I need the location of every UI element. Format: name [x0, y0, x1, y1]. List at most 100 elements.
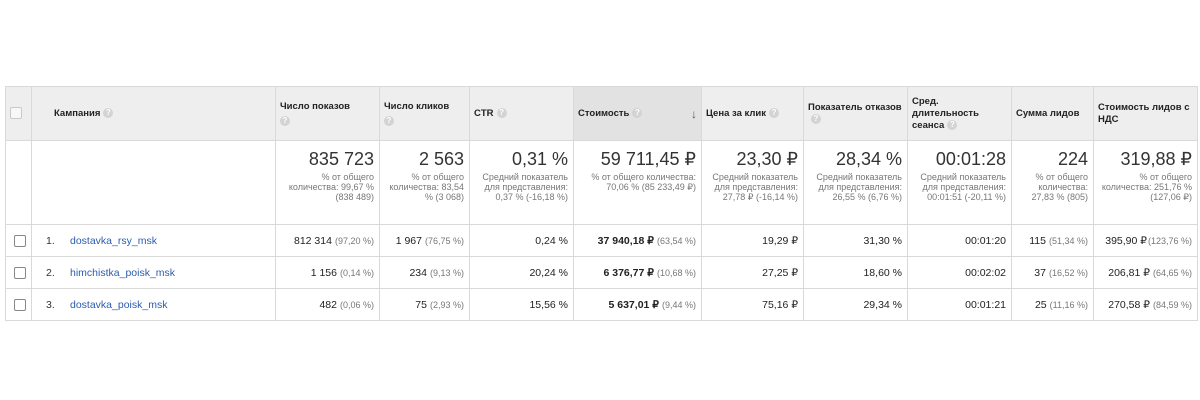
row-select-cell	[5, 288, 32, 321]
row-number: 3.	[46, 298, 55, 311]
row-checkbox[interactable]	[14, 266, 26, 279]
totals-cost: 59 711,45 ₽ % от общего количества: 70,06…	[573, 140, 702, 225]
duration-cell: 00:01:21	[907, 288, 1012, 321]
total-value: 2 563	[418, 149, 464, 169]
cpc-cell: 75,16 ₽	[701, 288, 804, 321]
table-row: 3. dostavka_poisk_msk 482 (0,06 %) 75 (2,93…	[5, 288, 1198, 321]
column-label: Стоимость	[578, 107, 630, 119]
column-header-duration[interactable]: Сред. длительность сеанса?	[907, 86, 1012, 141]
help-icon[interactable]: ?	[280, 116, 290, 126]
cpc-cell: 27,25 ₽	[701, 256, 804, 289]
cell-percent: (84,59 %)	[1152, 299, 1192, 310]
cell-percent: (64,65 %)	[1152, 267, 1192, 278]
campaign-report-table: Кампания? Число показов? Число кликов? C…	[5, 86, 1198, 321]
column-header-impressions[interactable]: Число показов?	[275, 86, 380, 141]
total-value: 0,31 %	[511, 149, 568, 169]
help-icon[interactable]: ?	[769, 107, 780, 118]
totals-row: 835 723 % от общего количества: 99,67 % (…	[5, 140, 1198, 225]
select-all-checkbox[interactable]	[10, 107, 22, 120]
row-checkbox[interactable]	[14, 298, 26, 311]
totals-empty-cell	[5, 140, 32, 225]
campaign-link[interactable]: himchistka_poisk_msk	[70, 266, 176, 279]
column-header-ctr[interactable]: CTR?	[469, 86, 574, 141]
campaign-link[interactable]: dostavka_poisk_msk	[70, 298, 168, 311]
column-label: Кампания	[54, 107, 101, 119]
cell-value: 15,56 %	[529, 298, 568, 311]
lead-cost-cell: 270,58 ₽ (84,59 %)	[1093, 288, 1198, 321]
cell-value: 18,60 %	[863, 266, 902, 279]
cell-value: 27,25 ₽	[762, 266, 798, 279]
bounce-cell: 29,34 %	[803, 288, 908, 321]
cell-value: 812 314	[294, 234, 332, 247]
cost-cell: 37 940,18 ₽ (63,54 %)	[573, 224, 702, 257]
cell-percent: (76,75 %)	[424, 235, 464, 246]
total-note: % от общего количества: 27,83 % (805)	[1031, 172, 1088, 202]
row-number: 2.	[46, 266, 55, 279]
cell-percent: (63,54 %)	[656, 235, 696, 246]
table-row: 1. dostavka_rsy_msk 812 314 (97,20 %) 1 96…	[5, 224, 1198, 257]
campaign-link[interactable]: dostavka_rsy_msk	[70, 234, 157, 247]
cell-value: 6 376,77 ₽	[603, 266, 654, 279]
bounce-cell: 18,60 %	[803, 256, 908, 289]
cell-percent: (10,68 %)	[656, 267, 696, 278]
cell-value: 1 967	[395, 234, 422, 247]
column-header-bounce[interactable]: Показатель отказов?	[803, 86, 908, 141]
total-value: 835 723	[308, 149, 374, 169]
duration-cell: 00:01:20	[907, 224, 1012, 257]
campaign-cell: 2. himchistka_poisk_msk	[31, 256, 276, 289]
cell-percent: (11,16 %)	[1049, 299, 1088, 310]
leads-cell: 115 (51,34 %)	[1011, 224, 1094, 257]
ctr-cell: 15,56 %	[469, 288, 574, 321]
column-header-clicks[interactable]: Число кликов?	[379, 86, 470, 141]
totals-impressions: 835 723 % от общего количества: 99,67 % (…	[275, 140, 380, 225]
lead-cost-cell: 395,90 ₽(123,76 %)	[1093, 224, 1198, 257]
cell-value: 37	[1034, 266, 1046, 279]
totals-clicks: 2 563 % от общего количества: 83,54 % (3 …	[379, 140, 470, 225]
help-icon[interactable]: ?	[384, 116, 394, 126]
help-icon[interactable]: ?	[496, 107, 507, 118]
cost-cell: 6 376,77 ₽ (10,68 %)	[573, 256, 702, 289]
column-label: Число кликов	[384, 101, 450, 112]
cell-value: 25	[1034, 298, 1047, 311]
column-header-cpc[interactable]: Цена за клик?	[701, 86, 804, 141]
totals-duration: 00:01:28 Средний показатель для представл…	[907, 140, 1012, 225]
cell-percent: (0,14 %)	[339, 267, 374, 278]
row-checkbox[interactable]	[14, 234, 26, 247]
column-header-cost[interactable]: Стоимость? ↓	[573, 86, 702, 141]
column-header-campaign[interactable]: Кампания?	[31, 86, 276, 141]
lead-cost-cell: 206,81 ₽ (64,65 %)	[1093, 256, 1198, 289]
clicks-cell: 234 (9,13 %)	[379, 256, 470, 289]
total-value: 23,30 ₽	[736, 149, 799, 169]
totals-lead-cost: 319,88 ₽ % от общего количества: 251,76 %…	[1093, 140, 1198, 225]
help-icon[interactable]: ?	[947, 119, 958, 130]
cell-percent: (9,44 %)	[661, 299, 696, 310]
impressions-cell: 482 (0,06 %)	[275, 288, 380, 321]
cell-value: 20,24 %	[529, 266, 568, 279]
table-row: 2. himchistka_poisk_msk 1 156 (0,14 %) 234…	[5, 256, 1198, 289]
select-all-cell	[5, 86, 32, 141]
column-label: Цена за клик	[706, 107, 767, 119]
help-icon[interactable]: ?	[632, 107, 643, 118]
cell-value: 395,90 ₽	[1105, 234, 1147, 247]
column-label: Стоимость лидов с НДС	[1098, 101, 1190, 125]
duration-cell: 00:02:02	[907, 256, 1012, 289]
cell-value: 75,16 ₽	[762, 298, 798, 311]
cell-value: 115	[1029, 234, 1046, 247]
cell-value: 31,30 %	[863, 234, 902, 247]
column-header-leads[interactable]: Сумма лидов	[1011, 86, 1094, 141]
total-value: 224	[1057, 149, 1088, 169]
help-icon[interactable]: ?	[103, 107, 114, 118]
totals-ctr: 0,31 % Средний показатель для представлен…	[469, 140, 574, 225]
total-note: Средний показатель для представления: 27…	[712, 172, 798, 202]
row-select-cell	[5, 256, 32, 289]
cell-value: 19,29 ₽	[762, 234, 798, 247]
leads-cell: 25 (11,16 %)	[1011, 288, 1094, 321]
cell-percent: (123,76 %)	[1147, 235, 1192, 246]
totals-leads: 224 % от общего количества: 27,83 % (805)	[1011, 140, 1094, 225]
help-icon[interactable]: ?	[811, 113, 821, 124]
cell-value: 482	[319, 298, 337, 311]
ctr-cell: 20,24 %	[469, 256, 574, 289]
column-header-lead-cost[interactable]: Стоимость лидов с НДС	[1093, 86, 1198, 141]
cell-value: 75	[415, 298, 427, 311]
sort-desc-arrow-icon[interactable]: ↓	[691, 106, 697, 121]
